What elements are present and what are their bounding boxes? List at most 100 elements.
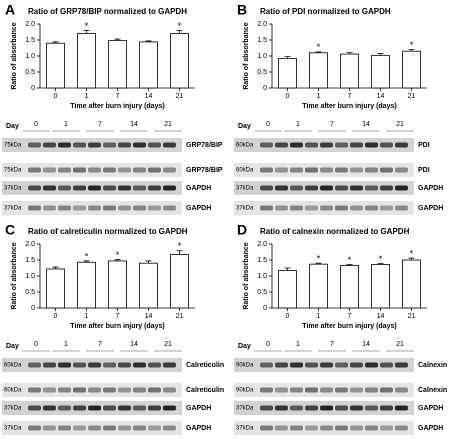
error-bar — [145, 40, 152, 42]
blot-band — [58, 387, 71, 393]
x-tick-label: 14 — [145, 93, 153, 100]
blot-size: 60kDa — [236, 143, 254, 149]
y-axis-label: Ratio of absorbance — [11, 242, 18, 309]
error-bar — [52, 266, 59, 269]
blot-day: 14 — [362, 341, 370, 348]
blot-protein: Calreticulin — [186, 362, 224, 369]
blot-band — [305, 142, 318, 148]
blot-protein: Calnexin — [418, 387, 447, 394]
blot-band — [43, 167, 56, 173]
blot-band — [350, 185, 363, 191]
error-bar — [114, 38, 121, 41]
error-bar — [377, 263, 384, 265]
blot-band — [148, 205, 161, 211]
blot-day: 1 — [296, 121, 300, 128]
blot-band — [43, 362, 56, 368]
blot-size: 90kDa — [236, 363, 254, 369]
blot-band — [350, 425, 363, 431]
blot-band — [260, 405, 273, 411]
blot-day: 0 — [266, 341, 270, 348]
blot-band — [320, 387, 333, 393]
blot-band — [350, 405, 363, 411]
blot-band — [43, 185, 56, 191]
blot-band — [118, 205, 131, 211]
blot-band — [350, 142, 363, 148]
significance-marker: * — [410, 40, 414, 50]
blot-band — [260, 205, 273, 211]
blot-protein: GAPDH — [186, 205, 211, 212]
blot-protein: GRP78/BIP — [186, 167, 223, 174]
significance-marker: * — [410, 248, 414, 258]
blot-day: 0 — [266, 121, 270, 128]
y-tick-label: 0.5 — [25, 289, 35, 296]
blot-day: 7 — [98, 341, 102, 348]
significance-marker: * — [116, 250, 120, 260]
blot-band — [320, 405, 333, 411]
blot-band — [305, 405, 318, 411]
blot-band — [148, 387, 161, 393]
blot-band — [320, 167, 333, 173]
blot-band — [395, 405, 408, 411]
blot-size: 75kDa — [4, 143, 22, 149]
blot-band — [88, 362, 101, 368]
error-bar — [284, 267, 291, 271]
blot-band — [103, 205, 116, 211]
x-tick-label: 0 — [286, 93, 290, 100]
blot-protein: GAPDH — [418, 425, 443, 432]
y-tick-label: 1.0 — [25, 53, 35, 60]
blot-band — [290, 387, 303, 393]
blot-band — [88, 185, 101, 191]
panel-letter: C — [5, 222, 15, 238]
blot-band — [275, 142, 288, 148]
blot-band — [103, 167, 116, 173]
error-bar — [145, 260, 152, 264]
x-tick-label: 14 — [145, 313, 153, 320]
panel-letter: B — [237, 2, 247, 18]
blot-day: 21 — [164, 341, 172, 348]
blot-size: 90kDa — [236, 388, 254, 394]
blot-protein: GAPDH — [418, 405, 443, 412]
bar — [170, 254, 189, 309]
blot-band — [350, 387, 363, 393]
blot-size: 37kDa — [4, 186, 22, 192]
blot-protein: GAPDH — [418, 185, 443, 192]
y-axis-label: Ratio of absorbance — [243, 22, 250, 89]
blot-band — [103, 405, 116, 411]
panel: D Ratio of calnexin normalized to GAPDH Ra… — [234, 222, 447, 435]
blot-day: 0 — [34, 121, 38, 128]
blot-size: 37kDa — [236, 206, 254, 212]
error-bar — [315, 262, 322, 265]
blot-band — [28, 167, 41, 173]
blot-size: 60kDa — [236, 168, 254, 174]
y-tick-label: 1.5 — [25, 37, 35, 44]
bar — [108, 40, 127, 89]
blot-band — [275, 387, 288, 393]
blot-day: 21 — [396, 341, 404, 348]
blot-band — [28, 142, 41, 148]
blot-band — [335, 362, 348, 368]
significance-marker: * — [85, 251, 89, 261]
blot-band — [133, 205, 146, 211]
blot-band — [43, 387, 56, 393]
blot-day: 7 — [98, 121, 102, 128]
y-tick-label: 1.5 — [257, 257, 267, 264]
blot-band — [43, 405, 56, 411]
blot-protein: GAPDH — [186, 425, 211, 432]
x-tick-label: 0 — [54, 93, 58, 100]
blot-day: 7 — [330, 341, 334, 348]
blot-band — [73, 142, 86, 148]
blot-band — [395, 205, 408, 211]
blot-band — [148, 142, 161, 148]
y-tick-label: 0 — [31, 85, 35, 92]
blot-size: 60kDa — [4, 388, 22, 394]
x-axis-label: Time after burn injury (days) — [70, 323, 164, 330]
blot-band — [380, 205, 393, 211]
x-tick-label: 21 — [408, 93, 416, 100]
bar — [139, 41, 158, 89]
blot-band — [148, 167, 161, 173]
bar — [278, 270, 297, 309]
blot-size: 37kDa — [4, 406, 22, 412]
x-tick-label: 14 — [377, 313, 385, 320]
blot-band — [350, 205, 363, 211]
